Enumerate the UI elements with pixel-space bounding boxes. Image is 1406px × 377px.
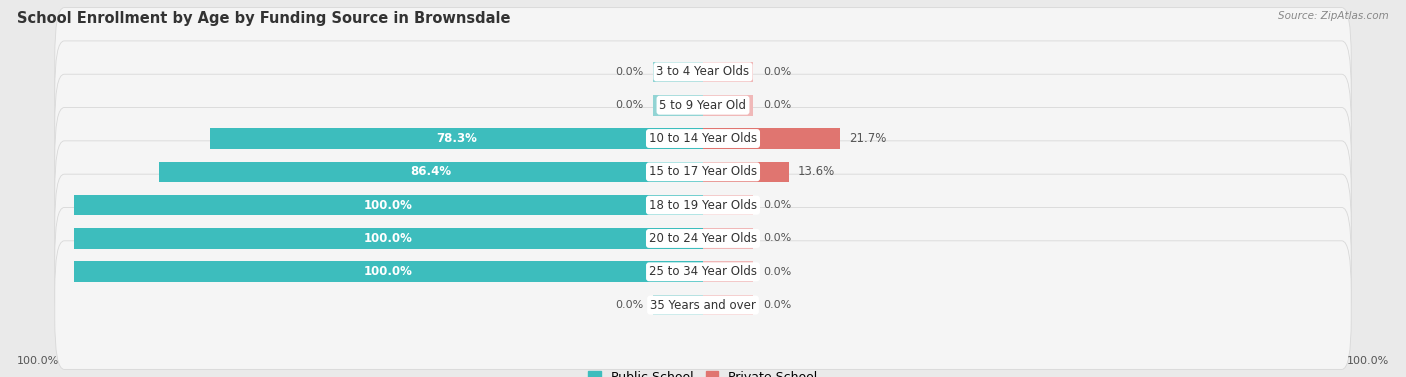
Text: Source: ZipAtlas.com: Source: ZipAtlas.com — [1278, 11, 1389, 21]
Text: 86.4%: 86.4% — [411, 166, 451, 178]
Bar — [73, 195, 703, 216]
Text: 18 to 19 Year Olds: 18 to 19 Year Olds — [650, 199, 756, 211]
Text: 15 to 17 Year Olds: 15 to 17 Year Olds — [650, 166, 756, 178]
Bar — [703, 128, 839, 149]
Text: 100.0%: 100.0% — [17, 356, 59, 366]
Text: 10 to 14 Year Olds: 10 to 14 Year Olds — [650, 132, 756, 145]
FancyBboxPatch shape — [55, 207, 1351, 336]
Text: 0.0%: 0.0% — [763, 267, 792, 277]
Text: 100.0%: 100.0% — [364, 199, 413, 211]
Text: 25 to 34 Year Olds: 25 to 34 Year Olds — [650, 265, 756, 278]
Bar — [703, 295, 754, 316]
Text: 3 to 4 Year Olds: 3 to 4 Year Olds — [657, 65, 749, 78]
Text: 0.0%: 0.0% — [763, 67, 792, 77]
Text: 0.0%: 0.0% — [614, 100, 643, 110]
FancyBboxPatch shape — [55, 174, 1351, 303]
Text: 0.0%: 0.0% — [763, 233, 792, 244]
Bar — [652, 61, 703, 82]
Bar — [703, 228, 754, 249]
FancyBboxPatch shape — [55, 241, 1351, 369]
Text: 0.0%: 0.0% — [763, 200, 792, 210]
FancyBboxPatch shape — [55, 8, 1351, 136]
Text: 0.0%: 0.0% — [614, 67, 643, 77]
FancyBboxPatch shape — [55, 41, 1351, 170]
Bar — [703, 195, 754, 216]
Legend: Public School, Private School: Public School, Private School — [583, 366, 823, 377]
Text: School Enrollment by Age by Funding Source in Brownsdale: School Enrollment by Age by Funding Sour… — [17, 11, 510, 26]
Bar — [703, 262, 754, 282]
Bar — [73, 228, 703, 249]
Text: 13.6%: 13.6% — [799, 166, 835, 178]
Text: 78.3%: 78.3% — [436, 132, 477, 145]
Bar — [73, 262, 703, 282]
FancyBboxPatch shape — [55, 141, 1351, 270]
FancyBboxPatch shape — [55, 74, 1351, 203]
Text: 0.0%: 0.0% — [763, 300, 792, 310]
FancyBboxPatch shape — [55, 107, 1351, 236]
Bar — [703, 95, 754, 115]
Text: 100.0%: 100.0% — [364, 232, 413, 245]
Text: 35 Years and over: 35 Years and over — [650, 299, 756, 312]
Bar — [652, 95, 703, 115]
Text: 100.0%: 100.0% — [364, 265, 413, 278]
Bar — [703, 161, 789, 182]
Text: 0.0%: 0.0% — [763, 100, 792, 110]
Text: 20 to 24 Year Olds: 20 to 24 Year Olds — [650, 232, 756, 245]
Bar — [159, 161, 703, 182]
Text: 0.0%: 0.0% — [614, 300, 643, 310]
Bar — [652, 295, 703, 316]
Text: 5 to 9 Year Old: 5 to 9 Year Old — [659, 99, 747, 112]
Bar — [703, 61, 754, 82]
Text: 100.0%: 100.0% — [1347, 356, 1389, 366]
Text: 21.7%: 21.7% — [849, 132, 886, 145]
Bar — [211, 128, 703, 149]
